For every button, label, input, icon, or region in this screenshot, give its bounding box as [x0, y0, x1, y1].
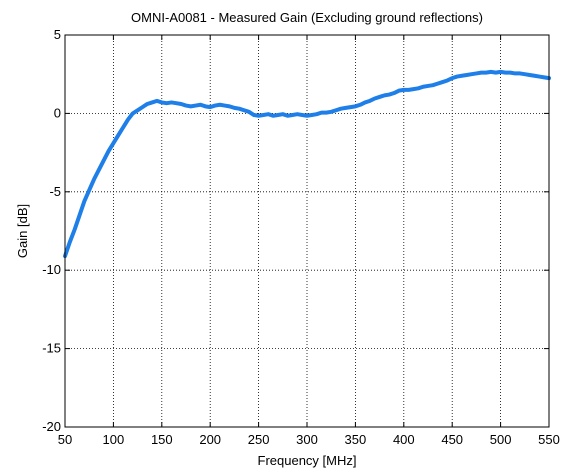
x-tick-label: 100: [103, 432, 125, 447]
y-tick-label: -20: [42, 419, 61, 434]
grid-layer: [65, 35, 549, 427]
x-tick-label: 250: [248, 432, 270, 447]
x-tick-label: 500: [490, 432, 512, 447]
ticks-layer: 50 100 150 200 250 300 350 400 450 500 55050-5-10-…: [42, 27, 560, 447]
x-tick-label: 450: [441, 432, 463, 447]
chart-title: OMNI-A0081 - Measured Gain (Excluding gr…: [131, 10, 483, 25]
y-tick-label: -15: [42, 341, 61, 356]
x-axis-label: Frequency [MHz]: [258, 453, 357, 468]
y-axis-label: Gain [dB]: [15, 204, 30, 258]
x-tick-label: 150: [151, 432, 173, 447]
x-tick-label: 400: [393, 432, 415, 447]
gain-series-line: [63, 69, 551, 259]
y-tick-label: -5: [49, 184, 61, 199]
series-layer: [63, 69, 551, 259]
x-tick-label: 550: [538, 432, 560, 447]
x-tick-label: 50: [58, 432, 72, 447]
y-tick-label: 5: [54, 27, 61, 42]
y-tick-label: -10: [42, 262, 61, 277]
x-tick-label: 350: [345, 432, 367, 447]
x-tick-label: 200: [199, 432, 221, 447]
x-tick-label: 300: [296, 432, 318, 447]
y-tick-label: 0: [54, 105, 61, 120]
